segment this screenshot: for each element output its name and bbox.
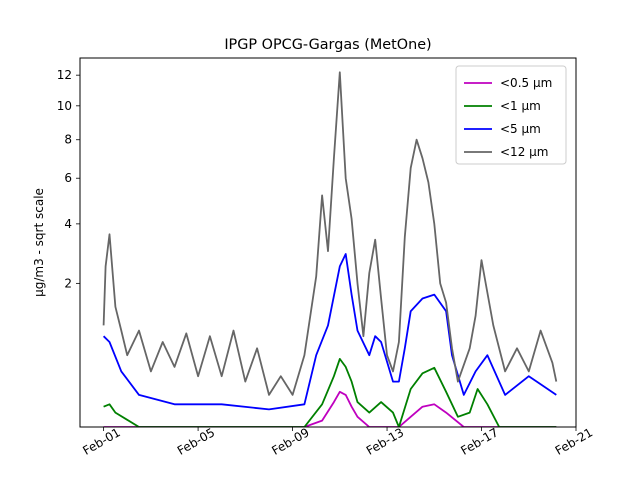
legend-label: <0.5 µm: [500, 76, 552, 90]
y-axis-label: µg/m3 - sqrt scale: [32, 188, 46, 297]
y-tick-label: 4: [64, 217, 72, 231]
legend-label: <5 µm: [500, 122, 541, 136]
x-tick-label: Feb-01: [80, 425, 122, 458]
series-layer: [102, 71, 558, 427]
series-line-5-m: [102, 253, 557, 411]
y-tick-label: 6: [64, 171, 72, 185]
series-line-1-m: [103, 357, 557, 427]
x-tick-label: Feb-09: [269, 425, 311, 458]
axes-frame: [79, 57, 577, 428]
y-tick-label: 2: [64, 276, 72, 290]
series-line-12-m: [102, 71, 558, 396]
plot-area: [79, 57, 577, 428]
x-tick-label: Feb-13: [364, 425, 406, 458]
series-line-0-5-m: [103, 390, 557, 427]
y-axis: 2 4 6 8 10 12: [57, 68, 80, 290]
legend: <0.5 µm <1 µm <5 µm <12 µm: [455, 65, 567, 165]
y-tick-label: 8: [64, 133, 72, 147]
x-axis: Feb-01 Feb-05 Feb-09 Feb-13 Feb-17 Feb-21: [80, 425, 595, 458]
x-tick-label: Feb-21: [553, 425, 595, 458]
legend-box: [455, 65, 567, 165]
x-tick-label: Feb-05: [175, 425, 217, 458]
legend-label: <12 µm: [500, 145, 548, 159]
legend-label: <1 µm: [500, 99, 541, 113]
y-tick-label: 10: [57, 99, 72, 113]
chart-title: IPGP OPCG-Gargas (MetOne): [224, 37, 431, 53]
x-tick-label: Feb-17: [458, 425, 500, 458]
y-tick-label: 12: [57, 68, 72, 82]
